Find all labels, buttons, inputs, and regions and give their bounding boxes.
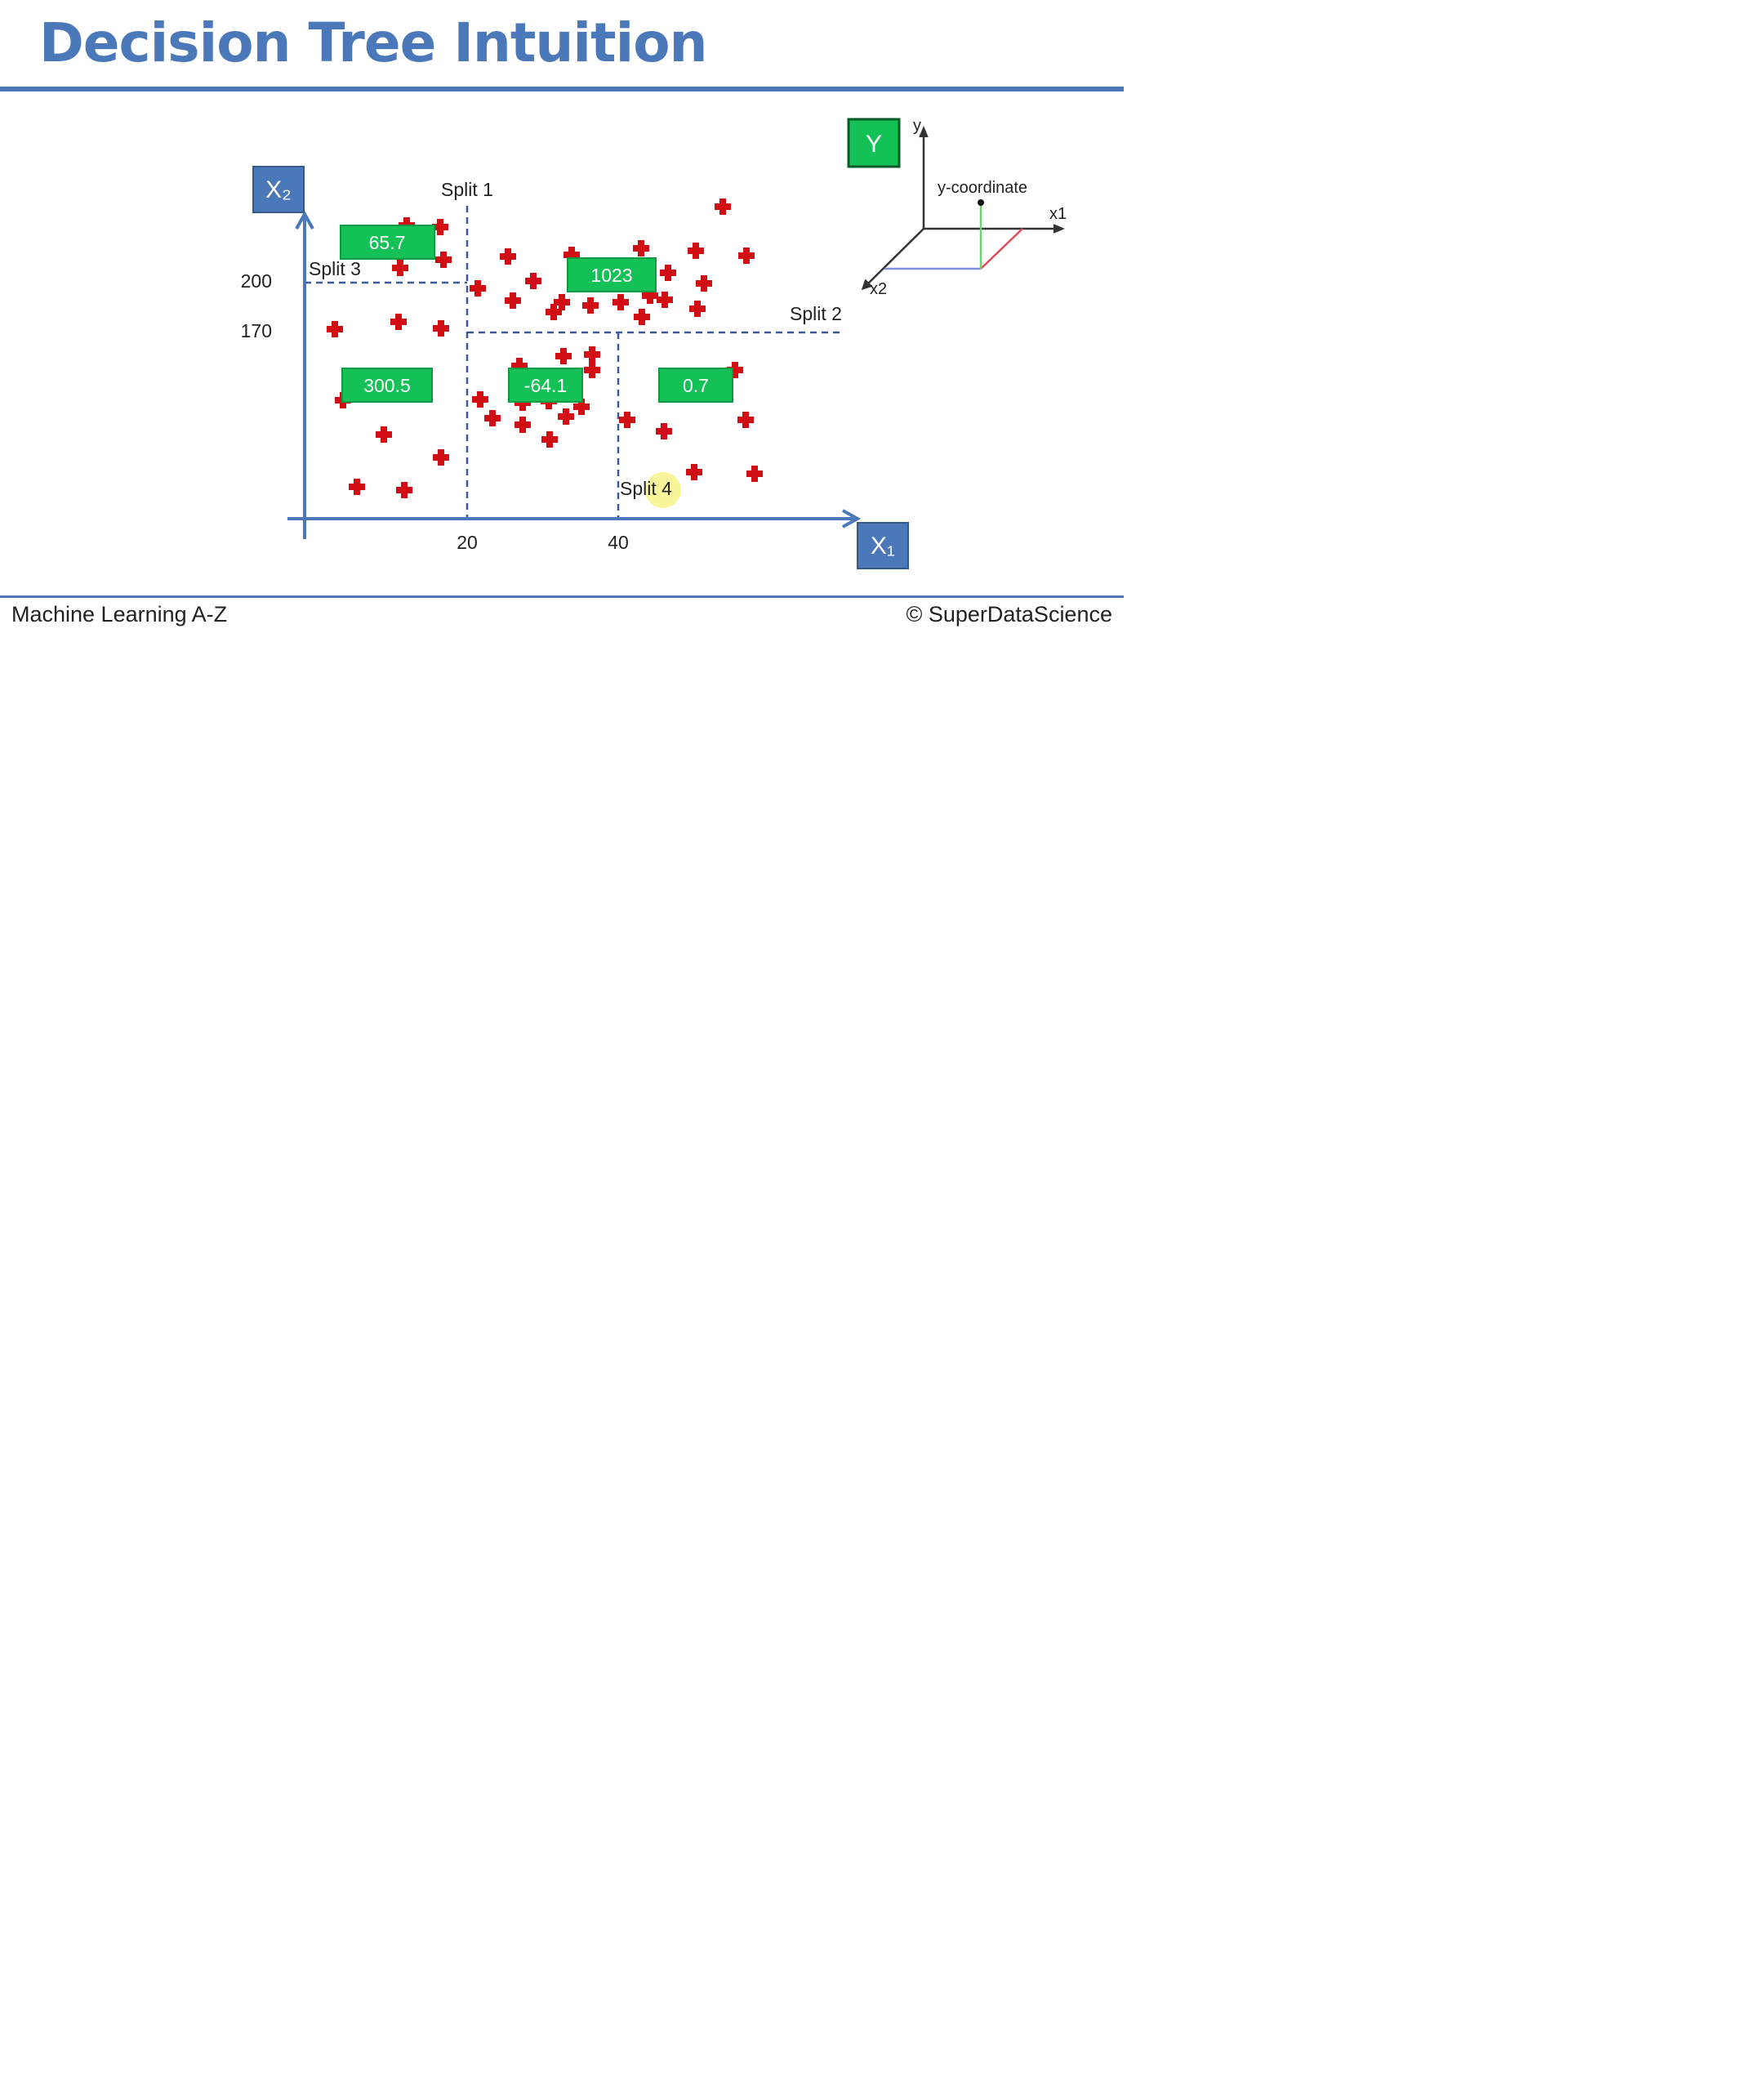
data-point: [555, 348, 572, 364]
data-point: [696, 275, 712, 292]
data-point: [657, 292, 673, 308]
split-2-label: Split 2: [790, 303, 842, 324]
inset-caption: y-coordinate: [938, 179, 1027, 197]
coordinate-inset: y x1 x2 y-coordinate: [861, 117, 1067, 298]
leaf-value-neg-64-1: -64.1: [524, 375, 567, 396]
data-point: [688, 243, 704, 259]
data-point: [633, 240, 649, 256]
data-point: [573, 399, 590, 415]
split-1-label: Split 1: [441, 179, 493, 200]
split-4-label: Split 4: [620, 478, 672, 499]
slide: Decision Tree Intuition X₂ X₁ 20 40 200 …: [0, 0, 1124, 634]
data-point: [505, 292, 521, 309]
y-tick-200: 200: [241, 270, 272, 292]
inset-x2-axis: [863, 228, 924, 288]
data-point: [525, 273, 541, 289]
data-point: [390, 314, 407, 330]
data-point: [738, 247, 755, 264]
data-point: [546, 304, 562, 320]
data-point: [541, 431, 558, 448]
leaf-value-65-7: 65.7: [369, 232, 406, 253]
leaf-value-0-7: 0.7: [683, 375, 709, 396]
data-point: [327, 321, 343, 337]
split-3-label: Split 3: [309, 258, 361, 279]
data-point: [584, 346, 600, 363]
y-tick-170: 170: [241, 320, 272, 341]
data-point: [392, 260, 408, 276]
data-point: [737, 412, 754, 428]
leaf-box-0-7: [658, 368, 733, 403]
data-point: [396, 482, 412, 498]
data-point: [433, 449, 449, 466]
data-point: [619, 412, 635, 428]
x2-axis-box: [252, 166, 305, 213]
leaf-value-1023: 1023: [590, 265, 632, 286]
data-point: [642, 288, 658, 304]
data-point: [689, 301, 706, 317]
data-point: [746, 466, 763, 482]
data-point: [484, 410, 501, 426]
data-point: [470, 280, 486, 297]
leaf-value-300-5: 300.5: [363, 375, 411, 396]
inset-x1-arrow: [1053, 224, 1065, 234]
data-point: [564, 247, 580, 263]
inset-y-arrow: [919, 126, 929, 138]
inset-red-line: [980, 228, 1023, 270]
cursor-highlight: [645, 472, 681, 508]
data-point: [554, 294, 570, 310]
data-point: [472, 391, 488, 408]
data-point: [727, 362, 743, 378]
data-point: [715, 198, 731, 215]
y-axis-arrow: [295, 210, 314, 230]
y-target-label: Y: [866, 131, 882, 158]
x-axis-arrow: [842, 509, 862, 528]
footer-course: Machine Learning A-Z: [11, 602, 228, 627]
data-point: [634, 309, 650, 325]
footer-copyright: © SuperDataScience: [906, 602, 1112, 627]
decision-tree-diagram: X₂ X₁ 20 40 200 170 Split 1 Split 2 Spli…: [241, 117, 1067, 569]
inset-x2-arrow: [861, 279, 873, 291]
footer-divider: [0, 595, 1124, 598]
x1-axis-label: X₁: [871, 533, 895, 560]
inset-x2-label: x2: [870, 280, 887, 298]
data-point: [686, 464, 702, 480]
data-point: [500, 248, 516, 265]
leaf-box-300-5: [341, 368, 433, 403]
data-point: [432, 219, 448, 235]
data-point: [584, 362, 600, 378]
y-target-badge: [847, 118, 901, 168]
leaf-box-1023: [567, 257, 657, 292]
title-divider: [0, 87, 1124, 91]
inset-y-label: y: [913, 117, 921, 135]
data-point: [514, 417, 531, 433]
leaf-box-neg-64-1: [508, 368, 583, 403]
data-point: [582, 297, 599, 314]
page-title: Decision Tree Intuition: [39, 11, 708, 74]
data-point: [511, 358, 528, 374]
inset-point: [978, 199, 984, 206]
data-point: [435, 252, 452, 268]
data-point: [433, 320, 449, 337]
data-point: [612, 294, 629, 310]
x-tick-20: 20: [457, 532, 478, 553]
data-point: [660, 265, 676, 281]
x-tick-40: 40: [608, 532, 629, 553]
leaf-box-65-7: [340, 225, 435, 260]
data-point: [376, 426, 392, 443]
x2-axis-label: X₂: [265, 176, 292, 203]
data-point: [656, 423, 672, 439]
inset-x1-label: x1: [1049, 205, 1067, 223]
data-point: [558, 408, 574, 425]
x1-axis-box: [857, 522, 909, 569]
data-point: [349, 479, 365, 495]
